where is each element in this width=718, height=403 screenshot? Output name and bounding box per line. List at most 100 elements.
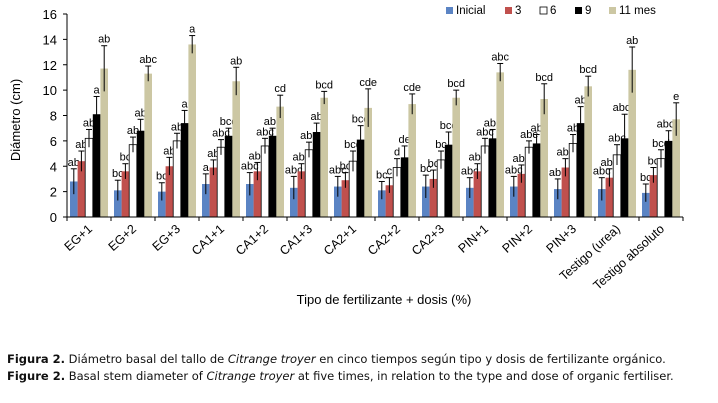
- bar: [524, 146, 534, 218]
- bar: [554, 189, 562, 217]
- bar: [334, 186, 342, 217]
- bar: [304, 149, 314, 218]
- data-label: bc: [435, 139, 447, 151]
- data-label: bc: [112, 168, 124, 180]
- x-axis: EG+1 EG+2 EG+3 CA1+1 CA1+2 CA1+3 CA2+1 CA2+2 CA2…: [62, 216, 684, 293]
- bar: [253, 171, 262, 217]
- bar: [216, 146, 226, 218]
- bar: [385, 185, 394, 217]
- x-tick-label: CA1+1: [189, 222, 227, 258]
- caption-spanish-text-end: en cinco tiempos según tipo y dosis de f…: [315, 352, 666, 366]
- bar: [649, 175, 658, 217]
- bar-group: abababaabbcbcabababcbcababaaaababcbcdaba…: [68, 24, 681, 218]
- bar: [77, 161, 86, 217]
- data-label: bcd: [535, 72, 553, 84]
- data-label: abc: [505, 164, 523, 176]
- data-label: a: [182, 98, 189, 110]
- data-label: ab: [98, 34, 110, 46]
- bar: [488, 138, 497, 217]
- data-label: d: [394, 147, 400, 159]
- bar: [584, 86, 592, 217]
- bar: [312, 131, 321, 217]
- data-label: bcd: [579, 64, 597, 76]
- x-tick-label: CA1+3: [277, 222, 315, 258]
- data-label: abc: [329, 164, 347, 176]
- x-tick-label: CA2+2: [365, 222, 403, 258]
- bar: [496, 72, 504, 217]
- y-tick-label: 12: [43, 58, 57, 73]
- caption-english-text: Basal stem diameter of: [65, 369, 207, 383]
- data-label: ab: [163, 145, 175, 157]
- data-label: bcd: [315, 79, 333, 91]
- caption-english: Figure 2. Basal stem diameter of Citrang…: [7, 369, 707, 383]
- data-label: ab: [134, 107, 146, 119]
- legend-swatch: [539, 6, 548, 15]
- bar: [620, 138, 629, 217]
- data-label: bc: [340, 161, 352, 173]
- bar: [517, 173, 526, 217]
- legend-swatch: [446, 7, 453, 14]
- data-label: bc: [420, 163, 432, 175]
- y-tick-label: 14: [43, 32, 57, 47]
- bar: [209, 167, 218, 217]
- bar: [260, 145, 270, 218]
- x-tick-label: CA2+1: [321, 222, 359, 258]
- data-label: bc: [156, 171, 168, 183]
- y-tick-label: 10: [43, 83, 57, 98]
- legend-label: 9: [585, 5, 591, 17]
- bar: [605, 177, 614, 217]
- bar: [561, 167, 570, 217]
- data-label: bc: [376, 169, 388, 181]
- bar: [400, 157, 409, 217]
- caption-english-label: Figure 2.: [7, 369, 66, 383]
- data-label: bc: [428, 158, 440, 170]
- data-label: ab: [83, 117, 95, 129]
- data-label: ab: [310, 111, 322, 123]
- bar: [576, 123, 585, 217]
- data-label: abc: [241, 161, 259, 173]
- data-label: cde: [359, 77, 377, 89]
- bar: [378, 190, 386, 217]
- x-axis-label: Tipo de fertilizante + dosis (%): [297, 292, 472, 307]
- y-tick-label: 4: [50, 159, 57, 174]
- legend-label: 6: [550, 5, 556, 17]
- caption-english-text-end: at five times, in relation to the type a…: [294, 369, 674, 383]
- bar: [128, 144, 138, 218]
- y-tick-label: 8: [50, 109, 57, 124]
- bar: [642, 192, 650, 217]
- bar: [92, 114, 101, 217]
- y-tick-label: 16: [43, 7, 57, 22]
- legend: Inicial 3 6 9 11 mes: [446, 5, 656, 17]
- caption-spanish-text: Diámetro basal del tallo de: [65, 352, 228, 366]
- x-tick-label: PIN+2: [500, 222, 535, 256]
- bar: [224, 135, 233, 217]
- bar: [466, 187, 474, 217]
- caption-english-species: Citrange troyer: [206, 369, 295, 383]
- bar: [356, 139, 365, 217]
- y-axis: 0 2 4 6 8 10 12 14 16: [43, 7, 68, 225]
- data-label: ab: [574, 95, 586, 107]
- bar: [320, 97, 328, 217]
- x-tick-label: EG+2: [106, 222, 139, 254]
- legend-swatch: [505, 7, 512, 14]
- data-label: cde: [403, 82, 421, 94]
- bar: [202, 184, 210, 217]
- bar: [444, 144, 453, 217]
- bar: [364, 107, 372, 217]
- bar: [510, 186, 518, 217]
- data-label: c: [387, 166, 393, 178]
- data-label: ab: [207, 148, 219, 160]
- bar: [290, 187, 298, 217]
- bar: [180, 123, 189, 217]
- bar: [598, 189, 606, 217]
- bar: [628, 69, 636, 217]
- legend-label: 3: [515, 5, 521, 17]
- bar: [422, 186, 430, 217]
- data-label: a: [189, 24, 196, 36]
- y-tick-label: 0: [50, 210, 57, 225]
- bar: [100, 68, 108, 218]
- data-label: a: [203, 162, 210, 174]
- data-label: e: [673, 91, 679, 103]
- x-tick-label: EG+3: [150, 222, 183, 254]
- bar: [188, 44, 196, 218]
